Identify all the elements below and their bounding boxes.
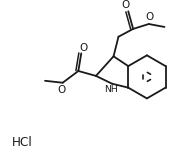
Text: O: O: [58, 85, 66, 95]
Text: O: O: [146, 12, 154, 22]
Text: NH: NH: [104, 85, 118, 94]
Text: HCl: HCl: [12, 136, 33, 149]
Text: O: O: [121, 0, 129, 10]
Text: O: O: [79, 43, 87, 52]
